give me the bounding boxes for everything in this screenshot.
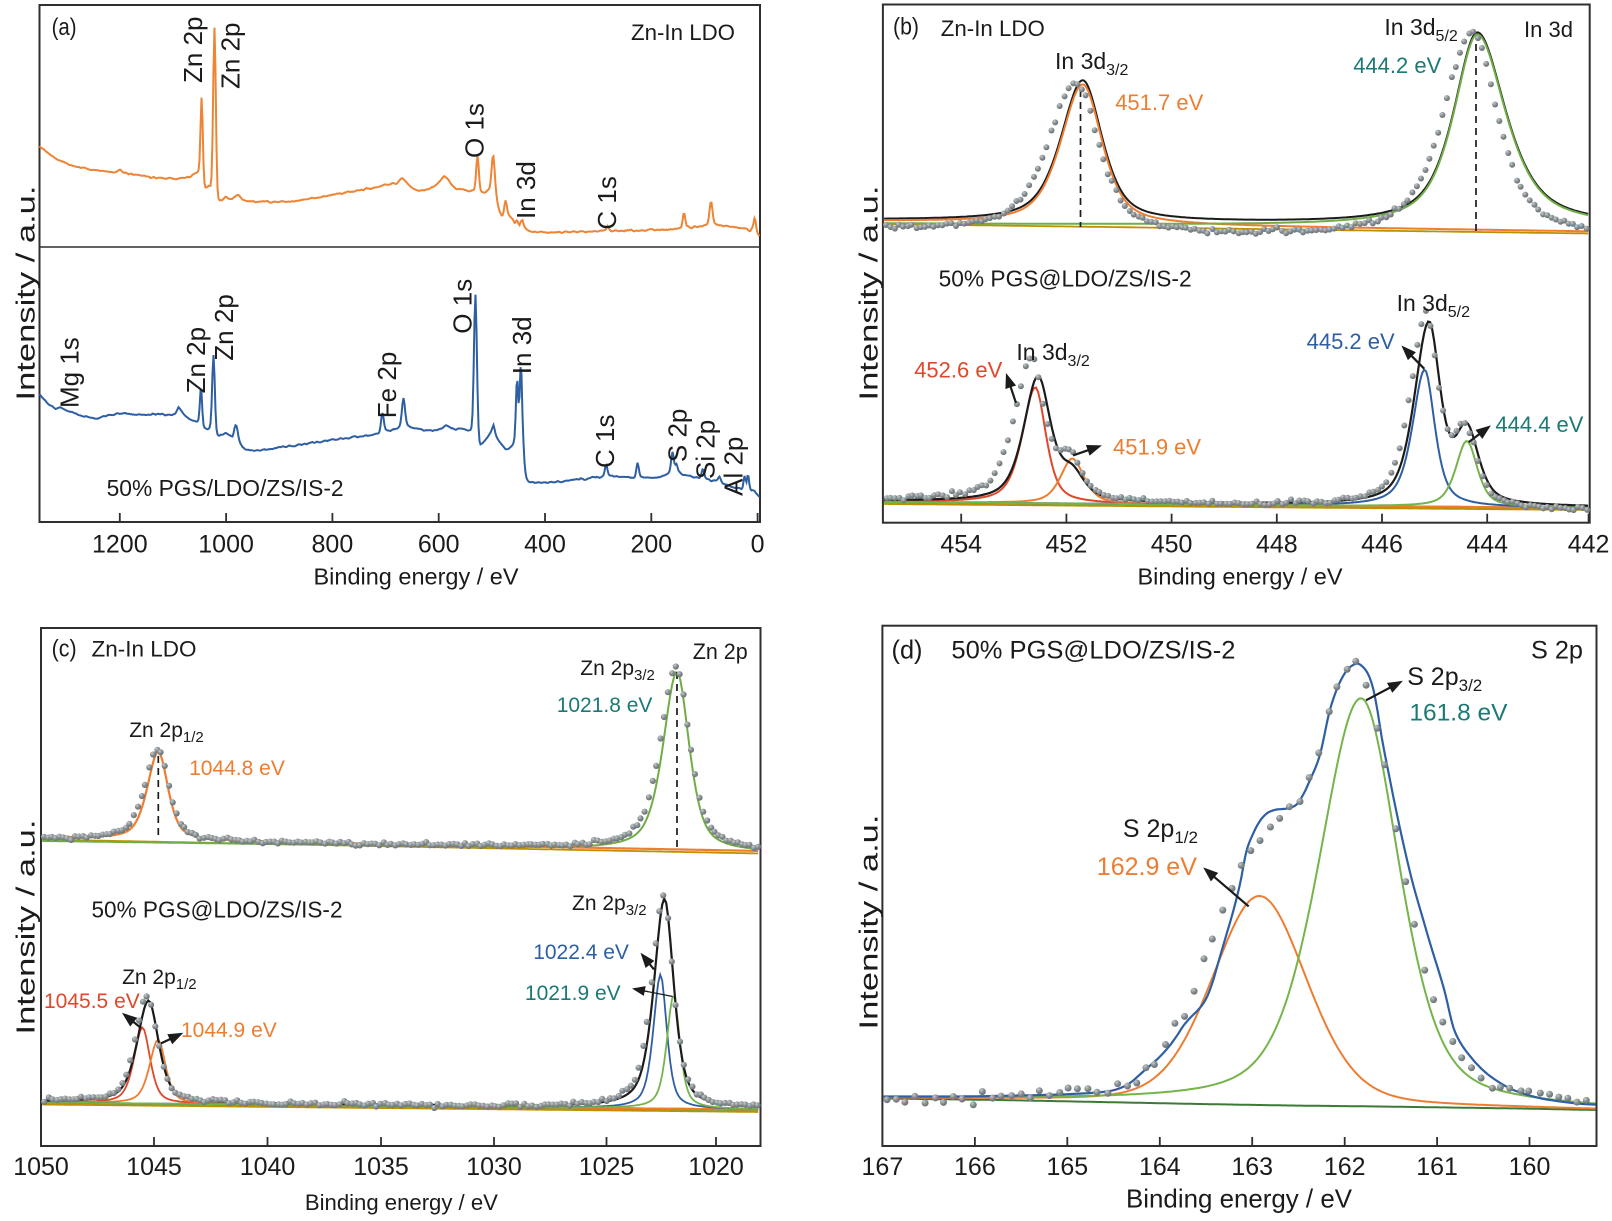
- svg-text:Fe 2p: Fe 2p: [372, 352, 402, 419]
- svg-text:452.6 eV: 452.6 eV: [914, 358, 1002, 383]
- svg-text:Zn-In LDO: Zn-In LDO: [92, 636, 197, 661]
- svg-text:1021.9 eV: 1021.9 eV: [525, 982, 621, 1005]
- svg-text:452: 452: [1046, 531, 1088, 559]
- svg-text:1035: 1035: [353, 1153, 409, 1181]
- svg-text:400: 400: [524, 531, 566, 559]
- svg-text:444: 444: [1466, 531, 1508, 559]
- svg-text:444.2 eV: 444.2 eV: [1353, 53, 1441, 78]
- svg-text:Al 2p: Al 2p: [719, 437, 749, 496]
- svg-text:165: 165: [1046, 1153, 1088, 1181]
- svg-text:Intensity / a.u.: Intensity / a.u.: [854, 815, 884, 1030]
- svg-text:166: 166: [954, 1153, 996, 1181]
- svg-text:Zn 2p: Zn 2p: [693, 639, 748, 664]
- svg-text:1044.9 eV: 1044.9 eV: [181, 1019, 277, 1042]
- svg-text:161.8 eV: 161.8 eV: [1409, 700, 1508, 727]
- svg-text:Zn-In LDO: Zn-In LDO: [941, 16, 1045, 41]
- svg-text:1200: 1200: [92, 531, 148, 559]
- svg-text:Zn 2p: Zn 2p: [216, 23, 246, 90]
- svg-text:1025: 1025: [579, 1153, 635, 1181]
- svg-text:Binding energy / eV: Binding energy / eV: [305, 1190, 498, 1215]
- svg-text:1030: 1030: [466, 1153, 522, 1181]
- svg-text:Zn 2p: Zn 2p: [178, 17, 208, 84]
- svg-text:In 3d: In 3d: [511, 161, 541, 219]
- svg-text:600: 600: [418, 531, 460, 559]
- svg-text:200: 200: [630, 531, 672, 559]
- svg-text:164: 164: [1139, 1153, 1181, 1181]
- svg-text:Binding energy / eV: Binding energy / eV: [1138, 564, 1343, 590]
- svg-text:0: 0: [751, 531, 765, 559]
- svg-text:C 1s: C 1s: [592, 176, 622, 229]
- svg-text:450: 450: [1151, 531, 1193, 559]
- svg-text:(a): (a): [52, 14, 77, 41]
- svg-text:451.9 eV: 451.9 eV: [1113, 434, 1201, 459]
- svg-text:1021.8 eV: 1021.8 eV: [557, 694, 653, 717]
- svg-text:Zn 2p3/2: Zn 2p3/2: [572, 892, 647, 919]
- svg-text:167: 167: [862, 1153, 904, 1181]
- svg-text:Si 2p: Si 2p: [690, 420, 720, 479]
- svg-text:Intensity / a.u.: Intensity / a.u.: [854, 186, 884, 401]
- svg-text:162.9 eV: 162.9 eV: [1097, 853, 1197, 881]
- svg-text:Mg 1s: Mg 1s: [55, 337, 85, 408]
- svg-text:Zn 2p: Zn 2p: [181, 327, 211, 394]
- svg-text:Zn-In LDO: Zn-In LDO: [631, 20, 735, 45]
- svg-text:161: 161: [1416, 1153, 1458, 1181]
- svg-text:Intensity / a.u.: Intensity / a.u.: [11, 186, 41, 401]
- svg-text:50% PGS@LDO/ZS/IS-2: 50% PGS@LDO/ZS/IS-2: [92, 897, 343, 923]
- svg-text:162: 162: [1324, 1153, 1366, 1181]
- svg-text:In 3d: In 3d: [1524, 17, 1573, 42]
- svg-text:451.7 eV: 451.7 eV: [1115, 90, 1203, 115]
- svg-text:1050: 1050: [13, 1153, 69, 1181]
- svg-text:1045.5 eV: 1045.5 eV: [44, 990, 140, 1013]
- svg-text:1020: 1020: [688, 1153, 744, 1181]
- svg-text:1000: 1000: [198, 531, 254, 559]
- svg-text:163: 163: [1231, 1153, 1273, 1181]
- svg-text:445.2 eV: 445.2 eV: [1307, 329, 1395, 354]
- svg-text:Binding energy / eV: Binding energy / eV: [314, 564, 519, 590]
- svg-text:1044.8 eV: 1044.8 eV: [189, 757, 285, 780]
- svg-text:50% PGS@LDO/ZS/IS-2: 50% PGS@LDO/ZS/IS-2: [939, 266, 1192, 292]
- svg-text:S 2p: S 2p: [1531, 637, 1583, 665]
- svg-text:(d): (d): [892, 635, 923, 665]
- svg-text:160: 160: [1509, 1153, 1551, 1181]
- svg-text:448: 448: [1256, 531, 1298, 559]
- svg-text:Binding energy / eV: Binding energy / eV: [1126, 1184, 1353, 1214]
- svg-text:Zn 2p1/2: Zn 2p1/2: [129, 719, 204, 746]
- svg-text:454: 454: [940, 531, 982, 559]
- svg-text:Zn 2p: Zn 2p: [209, 294, 239, 361]
- svg-text:444.4 eV: 444.4 eV: [1495, 412, 1583, 437]
- svg-text:O 1s: O 1s: [447, 279, 477, 334]
- svg-text:C 1s: C 1s: [590, 415, 620, 468]
- svg-text:In 3d: In 3d: [507, 316, 537, 374]
- svg-text:50% PGS@LDO/ZS/IS-2: 50% PGS@LDO/ZS/IS-2: [951, 637, 1235, 665]
- svg-text:50% PGS/LDO/ZS/IS-2: 50% PGS/LDO/ZS/IS-2: [107, 475, 344, 501]
- svg-text:1022.4 eV: 1022.4 eV: [533, 941, 629, 964]
- svg-text:S 2p3/2: S 2p3/2: [1407, 663, 1482, 695]
- svg-text:(c): (c): [52, 635, 77, 662]
- svg-text:446: 446: [1361, 531, 1403, 559]
- svg-text:442: 442: [1568, 531, 1610, 559]
- svg-text:1040: 1040: [240, 1153, 296, 1181]
- svg-text:Intensity / a.u.: Intensity / a.u.: [11, 820, 41, 1035]
- svg-text:1045: 1045: [126, 1153, 182, 1181]
- svg-text:O 1s: O 1s: [459, 103, 489, 158]
- svg-text:(b): (b): [893, 14, 919, 41]
- svg-text:S 2p: S 2p: [662, 409, 692, 463]
- svg-text:800: 800: [312, 531, 354, 559]
